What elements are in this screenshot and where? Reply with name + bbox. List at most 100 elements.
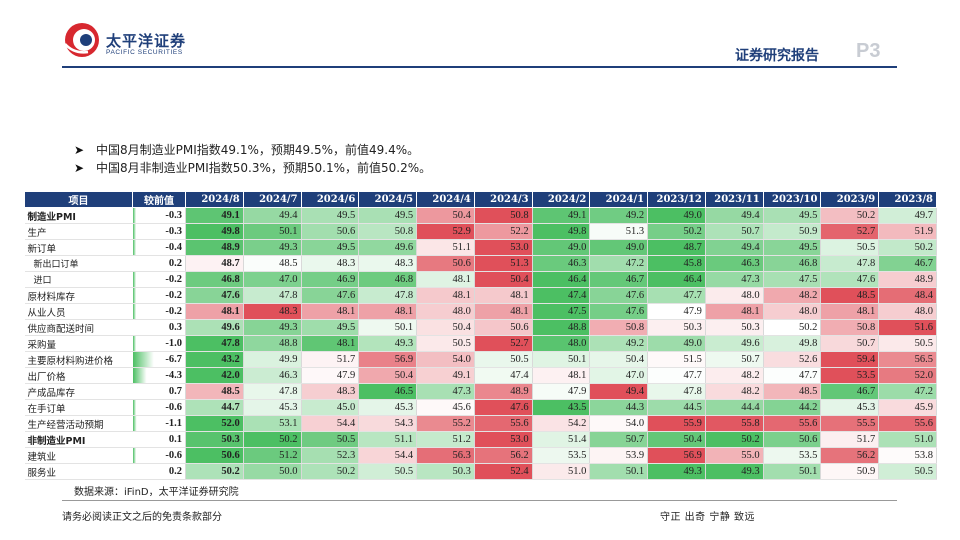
value-cell: 52.2	[473, 223, 533, 240]
value-cell: 50.0	[242, 463, 302, 480]
value-cell: 50.5	[820, 239, 880, 256]
value-cell: 54.0	[416, 351, 475, 368]
bullet-text: 中国8月制造业PMI指数49.1%，预期49.5%，前值49.4%。	[96, 143, 420, 157]
row-label: 产成品库存	[24, 383, 133, 400]
value-cell: 50.8	[820, 319, 880, 336]
table-row: 从业人员 -0.2 48.1 48.3 48.1 48.1 48.0 48.1 47.5 47.6…	[24, 303, 937, 320]
value-cell: 56.9	[358, 351, 418, 368]
value-cell: 47.6	[589, 303, 649, 320]
value-cell: 47.4	[473, 367, 533, 384]
company-name-cn: 太平洋证券	[106, 32, 187, 50]
value-cell: 49.9	[242, 351, 302, 368]
value-cell: 50.4	[647, 431, 706, 448]
value-cell: 51.1	[416, 239, 475, 256]
value-cell: 45.3	[820, 399, 880, 416]
value-cell: 48.2	[704, 383, 764, 400]
change-cell: -6.7	[132, 351, 186, 368]
change-cell: -0.2	[132, 271, 186, 288]
value-cell: 51.7	[300, 351, 360, 368]
row-label: 服务业	[24, 463, 133, 480]
table-row: 建筑业 -0.6 50.6 51.2 52.3 54.4 56.3 56.2 53.5 53.9 5…	[24, 447, 937, 464]
value-cell: 49.3	[647, 463, 706, 480]
value-cell: 46.8	[185, 271, 244, 288]
value-cell: 48.2	[762, 287, 822, 304]
summary-bullets: ➤ 中国8月制造业PMI指数49.1%，预期49.5%，前值49.4%。 ➤ 中国8…	[74, 141, 431, 177]
value-cell: 48.5	[762, 383, 822, 400]
arrow-bullet-icon: ➤	[74, 143, 85, 157]
value-cell: 49.7	[878, 207, 937, 224]
change-cell: -1.1	[132, 415, 186, 432]
column-header: 2023/12	[647, 191, 706, 208]
value-cell: 46.3	[704, 255, 764, 272]
value-cell: 52.7	[820, 223, 880, 240]
value-cell: 47.9	[300, 367, 360, 384]
company-name-en: PACIFIC SECURITIES	[106, 49, 183, 56]
value-cell: 48.0	[531, 335, 591, 352]
value-cell: 49.6	[185, 319, 244, 336]
column-header: 较前值	[132, 191, 186, 208]
disclaimer: 请务必阅读正文之后的免责条款部分	[62, 512, 222, 523]
change-cell: -0.3	[132, 223, 186, 240]
table-row: 在手订单 -0.6 44.7 45.3 45.0 45.3 45.6 47.6 43.5 44.3…	[24, 399, 937, 416]
value-cell: 49.4	[704, 239, 764, 256]
value-cell: 48.3	[242, 303, 302, 320]
value-cell: 50.9	[820, 463, 880, 480]
value-cell: 44.7	[185, 399, 244, 416]
value-cell: 48.9	[473, 383, 533, 400]
row-label: 在手订单	[24, 399, 133, 416]
value-cell: 50.5	[416, 335, 475, 352]
value-cell: 51.2	[242, 447, 302, 464]
change-cell: 0.7	[132, 383, 186, 400]
value-cell: 48.1	[358, 303, 418, 320]
value-cell: 46.7	[820, 383, 880, 400]
value-cell: 49.8	[762, 335, 822, 352]
value-cell: 53.0	[473, 239, 533, 256]
value-cell: 48.1	[473, 303, 533, 320]
value-cell: 50.4	[358, 367, 418, 384]
column-header: 2024/3	[473, 191, 533, 208]
value-cell: 49.1	[185, 207, 244, 224]
change-cell: -1.0	[132, 335, 186, 352]
value-cell: 46.5	[358, 383, 418, 400]
value-cell: 49.5	[300, 207, 360, 224]
table-row: 采购量 -1.0 47.8 48.8 48.1 49.3 50.5 52.7 48.0 49.2 4…	[24, 335, 937, 352]
value-cell: 56.9	[647, 447, 706, 464]
value-cell: 44.5	[647, 399, 706, 416]
value-cell: 47.7	[647, 287, 706, 304]
summary-bullet: ➤ 中国8月非制造业PMI指数50.3%，预期50.1%，前值50.2%。	[74, 159, 431, 177]
value-cell: 51.2	[416, 431, 475, 448]
change-cell: -4.3	[132, 367, 186, 384]
change-cell: -0.2	[132, 303, 186, 320]
value-cell: 50.3	[185, 431, 244, 448]
value-cell: 46.8	[762, 255, 822, 272]
value-cell: 46.7	[878, 255, 937, 272]
value-cell: 47.6	[820, 271, 880, 288]
column-header: 2024/8	[185, 191, 244, 208]
value-cell: 55.5	[820, 415, 880, 432]
value-cell: 47.8	[358, 287, 418, 304]
value-cell: 50.6	[473, 319, 533, 336]
value-cell: 48.1	[300, 303, 360, 320]
row-label: 原材料库存	[24, 287, 133, 304]
value-cell: 56.2	[473, 447, 533, 464]
value-cell: 50.3	[704, 319, 764, 336]
value-cell: 48.3	[358, 255, 418, 272]
row-label: 建筑业	[24, 447, 133, 464]
value-cell: 50.1	[762, 463, 822, 480]
change-cell: -0.6	[132, 447, 186, 464]
value-cell: 51.0	[878, 431, 937, 448]
value-cell: 49.5	[762, 207, 822, 224]
value-cell: 51.3	[473, 255, 533, 272]
row-label: 制造业PMI	[24, 207, 133, 224]
value-cell: 48.1	[531, 367, 591, 384]
value-cell: 49.1	[416, 367, 475, 384]
value-cell: 53.8	[878, 447, 937, 464]
value-cell: 50.1	[242, 223, 302, 240]
value-cell: 49.3	[704, 463, 764, 480]
table-row: 非制造业PMI 0.1 50.3 50.2 50.5 51.1 51.2 53.0 51.4 50…	[24, 431, 937, 448]
value-cell: 45.9	[878, 399, 937, 416]
row-label: 主要原材料购进价格	[24, 351, 133, 368]
value-cell: 51.0	[531, 463, 591, 480]
value-cell: 50.2	[185, 463, 244, 480]
value-cell: 48.1	[704, 303, 764, 320]
